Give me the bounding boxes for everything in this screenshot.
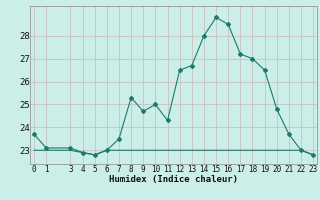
X-axis label: Humidex (Indice chaleur): Humidex (Indice chaleur) — [109, 175, 238, 184]
